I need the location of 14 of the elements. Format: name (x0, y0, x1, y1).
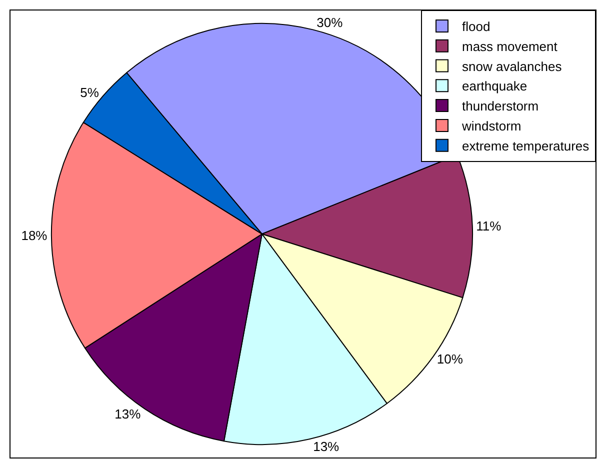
legend-label: extreme temperatures (462, 138, 590, 154)
legend-label: thunderstorm (462, 98, 539, 114)
data-label: 18% (21, 228, 48, 243)
legend-label: earthquake (462, 78, 528, 94)
legend-label: flood (462, 19, 490, 34)
legend-label: windstorm (461, 118, 522, 134)
data-label: 30% (316, 15, 344, 30)
data-label: 13% (114, 406, 142, 422)
data-label: 10% (436, 352, 464, 367)
legend-label: mass movement (462, 38, 558, 54)
data-label: 13% (313, 438, 340, 454)
data-label: 5% (80, 85, 100, 100)
data-label: 11% (476, 218, 502, 234)
legend-label: snow avalanches (462, 58, 562, 74)
